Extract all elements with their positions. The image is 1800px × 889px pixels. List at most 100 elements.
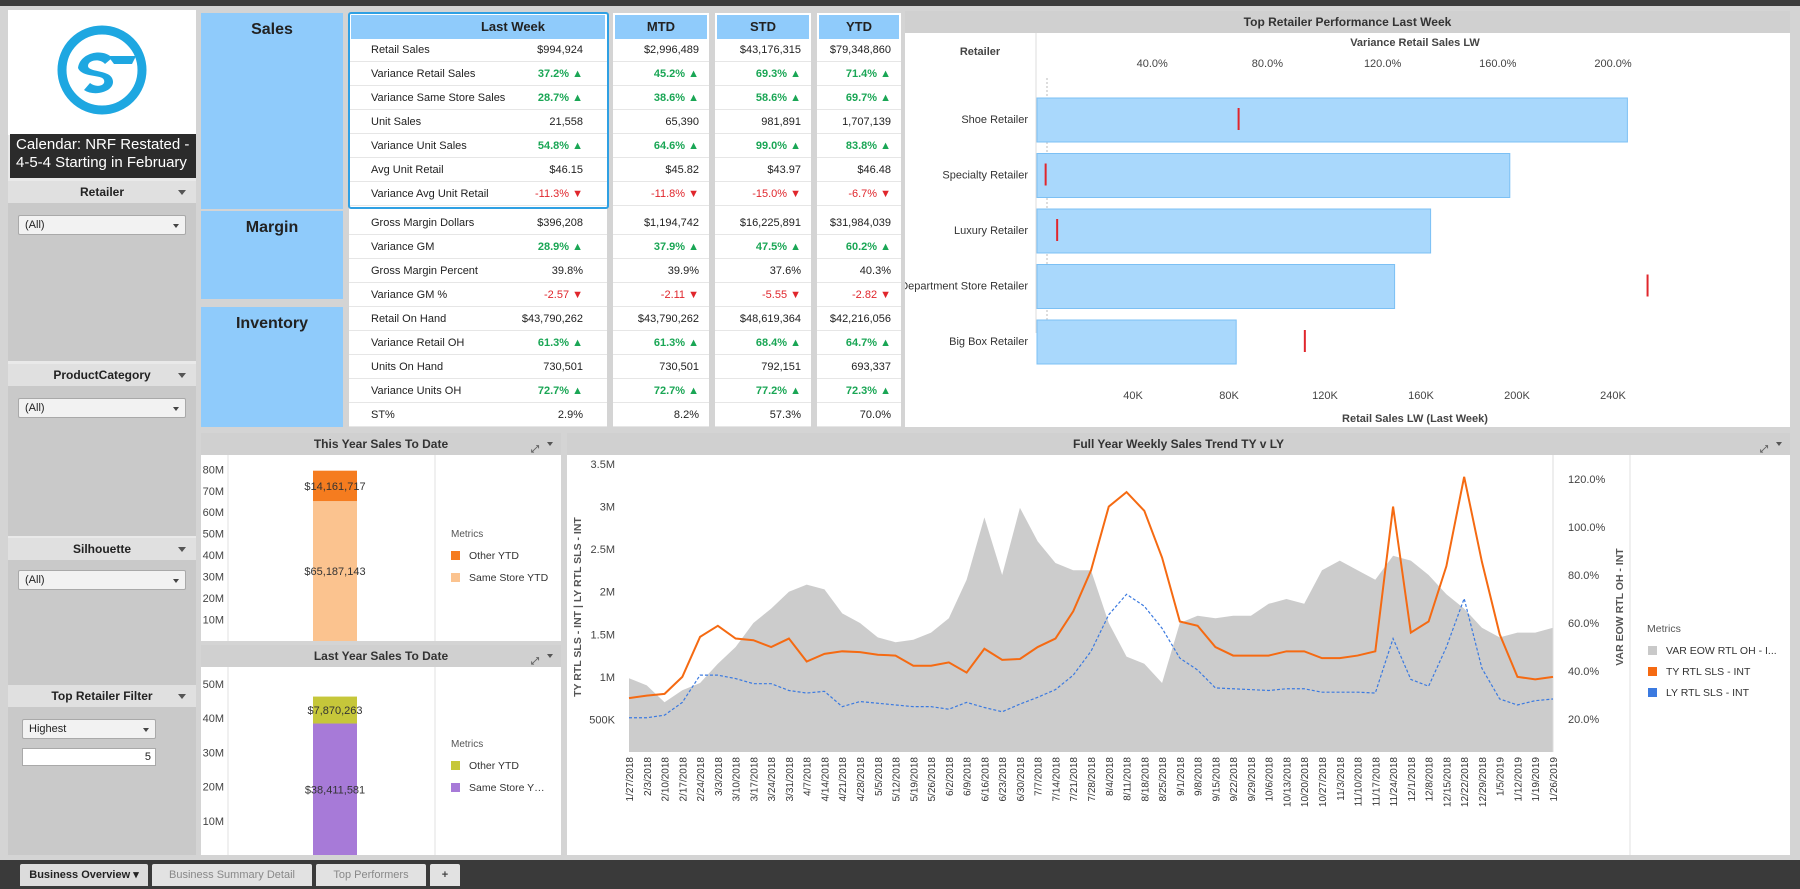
kpi-label: Avg Unit Retail [371,164,444,176]
x-axis-tick: 7/14/2018 [1051,757,1062,802]
x-axis-tick: 2/3/2018 [643,757,654,796]
legend-label: Other YTD [469,550,519,562]
x-axis-tick: 4/28/2018 [856,757,867,802]
kpi-row: 64.6% ▲ [613,134,709,158]
kpi-row: $46.48 [817,158,901,182]
retailer-label: Specialty Retailer [942,170,1028,182]
legend-label: VAR EOW RTL OH - I... [1666,645,1777,657]
kpi-value-lw: 61.3% ▲ [537,337,583,349]
retailer-bar [1036,97,1628,143]
x-axis-tick: 1/26/2019 [1549,757,1560,802]
legend-title: Metrics [451,529,483,540]
kpi-mtd-column [613,13,709,427]
kpi-row: 72.7% ▲ [613,379,709,403]
retailer-label: Luxury Retailer [954,225,1028,237]
kpi-value-mtd: 72.7% ▲ [653,385,699,397]
sales-last-week-highlight [348,12,609,209]
expand-icon[interactable]: ⤢ [1760,444,1768,455]
stack-segment [313,470,357,502]
x-axis-tick: 3/3/2018 [714,757,725,796]
trend-title-text: Full Year Weekly Sales Trend TY v LY [1072,437,1284,451]
kpi-value-lw: -2.57 ▼ [543,289,583,301]
silhouette-filter-title[interactable]: Silhouette [8,538,196,560]
kpi-value-std: $43,176,315 [739,44,801,56]
legend-label: TY RTL SLS - INT [1666,666,1751,678]
tab-business-summary-detail[interactable]: Business Summary Detail [152,864,312,886]
kpi-value-std: 77.2% ▲ [755,385,801,397]
kpi-row: Variance Retail OH 61.3% ▲ [349,331,607,355]
expand-icon[interactable]: ⤢ [531,656,539,667]
retailer-select[interactable]: (All) [18,215,186,235]
chevron-down-icon[interactable] [547,442,553,446]
x-axis-tick: 160K [1408,390,1434,402]
kpi-row: 68.4% ▲ [715,331,811,355]
kpi-value-mtd: 38.6% ▲ [653,92,699,104]
tab-business-overview[interactable]: Business Overview ▾ [20,864,148,886]
kpi-value-std: $48,619,364 [739,313,801,325]
top-retailer-count-input[interactable]: 5 [22,748,156,766]
product-category-filter-title[interactable]: ProductCategory [8,364,196,386]
sps-logo-icon [57,25,147,115]
right-axis-tick: 40.0% [1568,666,1599,678]
x-axis-tick: 9/22/2018 [1229,757,1240,802]
legend-swatch [1648,688,1657,697]
y-axis-tick: 40M [203,713,224,725]
kpi-label: Variance Same Store Sales [371,92,506,104]
legend-swatch [451,761,460,770]
top-retailer-filter-title[interactable]: Top Retailer Filter [8,685,196,707]
silhouette-select[interactable]: (All) [18,570,186,590]
y-axis-tick: 80M [203,464,224,476]
x-axis-tick: 12/29/2018 [1478,757,1489,807]
kpi-value-ytd: $42,216,056 [829,313,891,325]
x-axis-tick: 3/10/2018 [732,757,743,802]
legend-title: Metrics [451,739,483,750]
kpi-row: 65,390 [613,110,709,134]
kpi-value-ytd: 69.7% ▲ [845,92,891,104]
kpi-row: 37.9% ▲ [613,235,709,259]
silhouette-filter-label: Silhouette [72,542,131,556]
kpi-value-lw: 28.7% ▲ [537,92,583,104]
kpi-row: 58.6% ▲ [715,86,811,110]
stack-label: $7,870,263 [307,705,362,717]
x-axis-tick: 1/5/2019 [1496,757,1507,796]
y-axis-tick: 10M [203,816,224,828]
expand-icon[interactable]: ⤢ [531,444,539,455]
std-header: STD [717,15,809,39]
trend-chart: 500K 1M 1.5M 2M 2.5M 3M 3.5M 20.0% 40.0% 60.0% 80.… [572,455,1777,855]
x-axis-tick: 120K [1312,390,1338,402]
add-sheet-button[interactable]: + [430,864,460,886]
kpi-row: 730,501 [613,355,709,379]
kpi-label: Retail Sales [371,44,430,56]
legend-swatch [1648,667,1657,676]
kpi-value-lw: 72.7% ▲ [537,385,583,397]
left-axis-tick: 3.5M [591,459,615,471]
this-year-panel: 10M 20M 30M 40M 50M 60M 70M 80M $65,187,143 $14,1… [201,455,561,641]
kpi-value-mtd: -2.11 ▼ [660,289,699,301]
product-category-select[interactable]: (All) [18,398,186,418]
kpi-value-mtd: $43,790,262 [637,313,699,325]
ty-sales-line [628,476,1554,700]
chevron-down-icon[interactable] [1776,442,1782,446]
kpi-row: -6.7% ▼ [817,182,901,206]
left-axis-tick: 3M [600,502,615,514]
top-axis-tick: 40.0% [1137,58,1168,70]
retailer-label: Shoe Retailer [961,114,1028,126]
tab-top-performers[interactable]: Top Performers [316,864,426,886]
retailer-filter-title[interactable]: Retailer [8,181,196,203]
chevron-down-icon[interactable] [547,654,553,658]
x-axis-tick: 10/20/2018 [1300,757,1311,807]
kpi-value-ytd: 83.8% ▲ [845,140,891,152]
kpi-row: 45.2% ▲ [613,62,709,86]
x-axis-tick: 3/24/2018 [767,757,778,802]
kpi-value-ytd: 71.4% ▲ [845,68,891,80]
x-axis-tick: 6/2/2018 [945,757,956,796]
kpi-value-ytd: $31,984,039 [829,217,891,229]
top-retailer-panel-title: Top Retailer Performance Last Week [905,11,1790,33]
left-axis-tick: 2M [600,587,615,599]
kpi-value-ytd: $46.48 [857,164,891,176]
legend-swatch [1648,646,1657,655]
top-retailer-select[interactable]: Highest [22,719,156,739]
last-year-title-text: Last Year Sales To Date [313,649,449,663]
kpi-value-std: -5.55 ▼ [761,289,801,301]
top-axis-tick: 160.0% [1479,58,1517,70]
